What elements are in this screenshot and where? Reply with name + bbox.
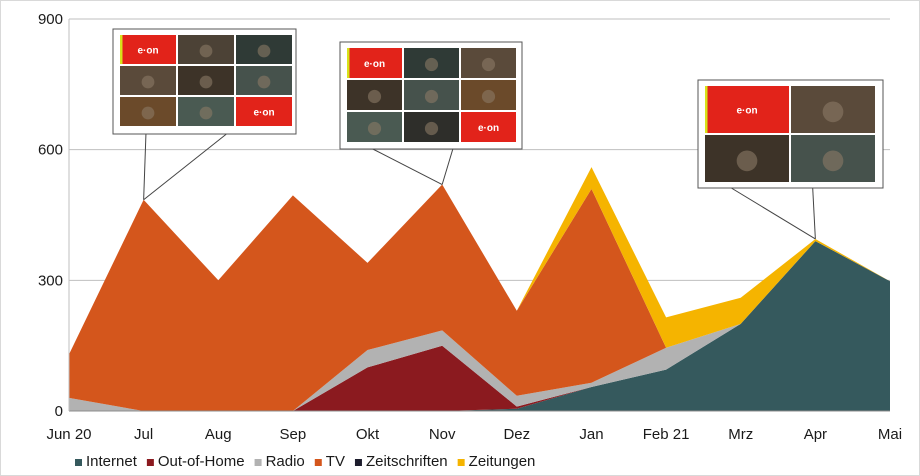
y-tick-label: 600 — [38, 142, 63, 159]
legend: Internet Out-of-Home Radio TV Zeitschriften Z… — [75, 453, 535, 470]
x-tick-label: Nov — [429, 426, 456, 443]
legend-swatch — [457, 459, 465, 466]
scene-figure — [199, 75, 213, 89]
x-tick-label: Sep — [280, 426, 307, 443]
callout-line — [372, 148, 443, 185]
legend-item-radio: Radio — [254, 453, 305, 470]
thumbnail-frame-cell — [236, 97, 292, 126]
scene-figure — [199, 44, 213, 58]
scene-figure — [424, 57, 439, 72]
legend-label: Zeitungen — [469, 453, 536, 470]
area-tv — [69, 184, 890, 411]
scene-figure — [481, 89, 496, 104]
y-tick-label: 300 — [38, 272, 63, 289]
eon-logo: e·on — [137, 46, 158, 57]
eon-logo: e·on — [736, 106, 757, 117]
callout-line — [441, 148, 454, 185]
ad-thumbnails: e·on e·on e·on e·on e·on — [112, 28, 884, 240]
callout-line — [143, 133, 147, 200]
ad-thumbnail: e·on e·on — [339, 41, 523, 185]
legend-item-internet: Internet — [75, 453, 138, 470]
x-tick-label: Mrz — [728, 426, 753, 443]
eon-logo: e·on — [364, 59, 385, 70]
stacked-areas — [69, 167, 890, 411]
legend-label: Zeitschriften — [366, 453, 448, 470]
thumbnail-frame-cell — [461, 112, 516, 142]
scene-figure — [424, 89, 439, 104]
axes: 0 300 600 900 Jun 20 Jul Aug Sep Okt Nov Dez Jan Feb… — [38, 11, 902, 443]
callout-line — [731, 187, 816, 240]
legend-label: Out-of-Home — [158, 453, 245, 470]
legend-label: TV — [326, 453, 345, 470]
scene-figure — [257, 75, 271, 89]
legend-item-out-of-home: Out-of-Home — [146, 453, 245, 470]
ad-thumbnail: e·on e·on — [112, 28, 297, 201]
scene-figure — [481, 57, 496, 72]
legend-swatch — [354, 459, 362, 466]
thumbnail-frame-cell — [347, 48, 402, 78]
legend-item-zeitschriften: Zeitschriften — [354, 453, 448, 470]
scene-figure — [141, 106, 155, 120]
x-tick-label: Aug — [205, 426, 232, 443]
x-tick-label: Jul — [134, 426, 153, 443]
scene-figure — [736, 150, 758, 172]
legend-swatch — [75, 459, 82, 466]
x-tick-label: Jun 20 — [46, 426, 91, 443]
scene-figure — [822, 150, 844, 172]
legend-label: Radio — [266, 453, 305, 470]
ad-thumbnail: e·on — [697, 79, 884, 240]
x-tick-label: Feb 21 — [643, 426, 690, 443]
accent-bar — [347, 48, 350, 78]
scene-figure — [199, 106, 213, 120]
y-tick-label: 0 — [55, 403, 63, 420]
legend-swatch — [314, 459, 322, 466]
legend-item-tv: TV — [314, 453, 345, 470]
area-out-of-home — [69, 241, 890, 411]
callout-line — [143, 133, 227, 201]
scene-figure — [424, 121, 439, 136]
callout-line — [812, 187, 816, 239]
scene-figure — [367, 89, 382, 104]
x-tick-label: Jan — [579, 426, 603, 443]
x-tick-label: Apr — [804, 426, 827, 443]
scene-figure — [822, 101, 844, 123]
y-tick-label: 900 — [38, 11, 63, 28]
thumbnail-frame-cell — [705, 86, 789, 133]
thumbnail-frame-cell — [120, 35, 176, 64]
scene-figure — [367, 121, 382, 136]
x-tick-label: Okt — [356, 426, 380, 443]
eon-logo: e·on — [478, 123, 499, 134]
accent-bar — [705, 86, 708, 133]
area-internet — [69, 241, 890, 411]
legend-swatch — [146, 459, 154, 466]
scene-figure — [257, 44, 271, 58]
eon-logo: e·on — [253, 108, 274, 119]
legend-swatch — [254, 459, 262, 466]
x-tick-label: Dez — [503, 426, 530, 443]
scene-figure — [141, 75, 155, 89]
x-tick-label: Mai — [878, 426, 902, 443]
legend-label: Internet — [86, 453, 138, 470]
accent-bar — [120, 35, 123, 64]
legend-item-zeitungen: Zeitungen — [457, 453, 536, 470]
